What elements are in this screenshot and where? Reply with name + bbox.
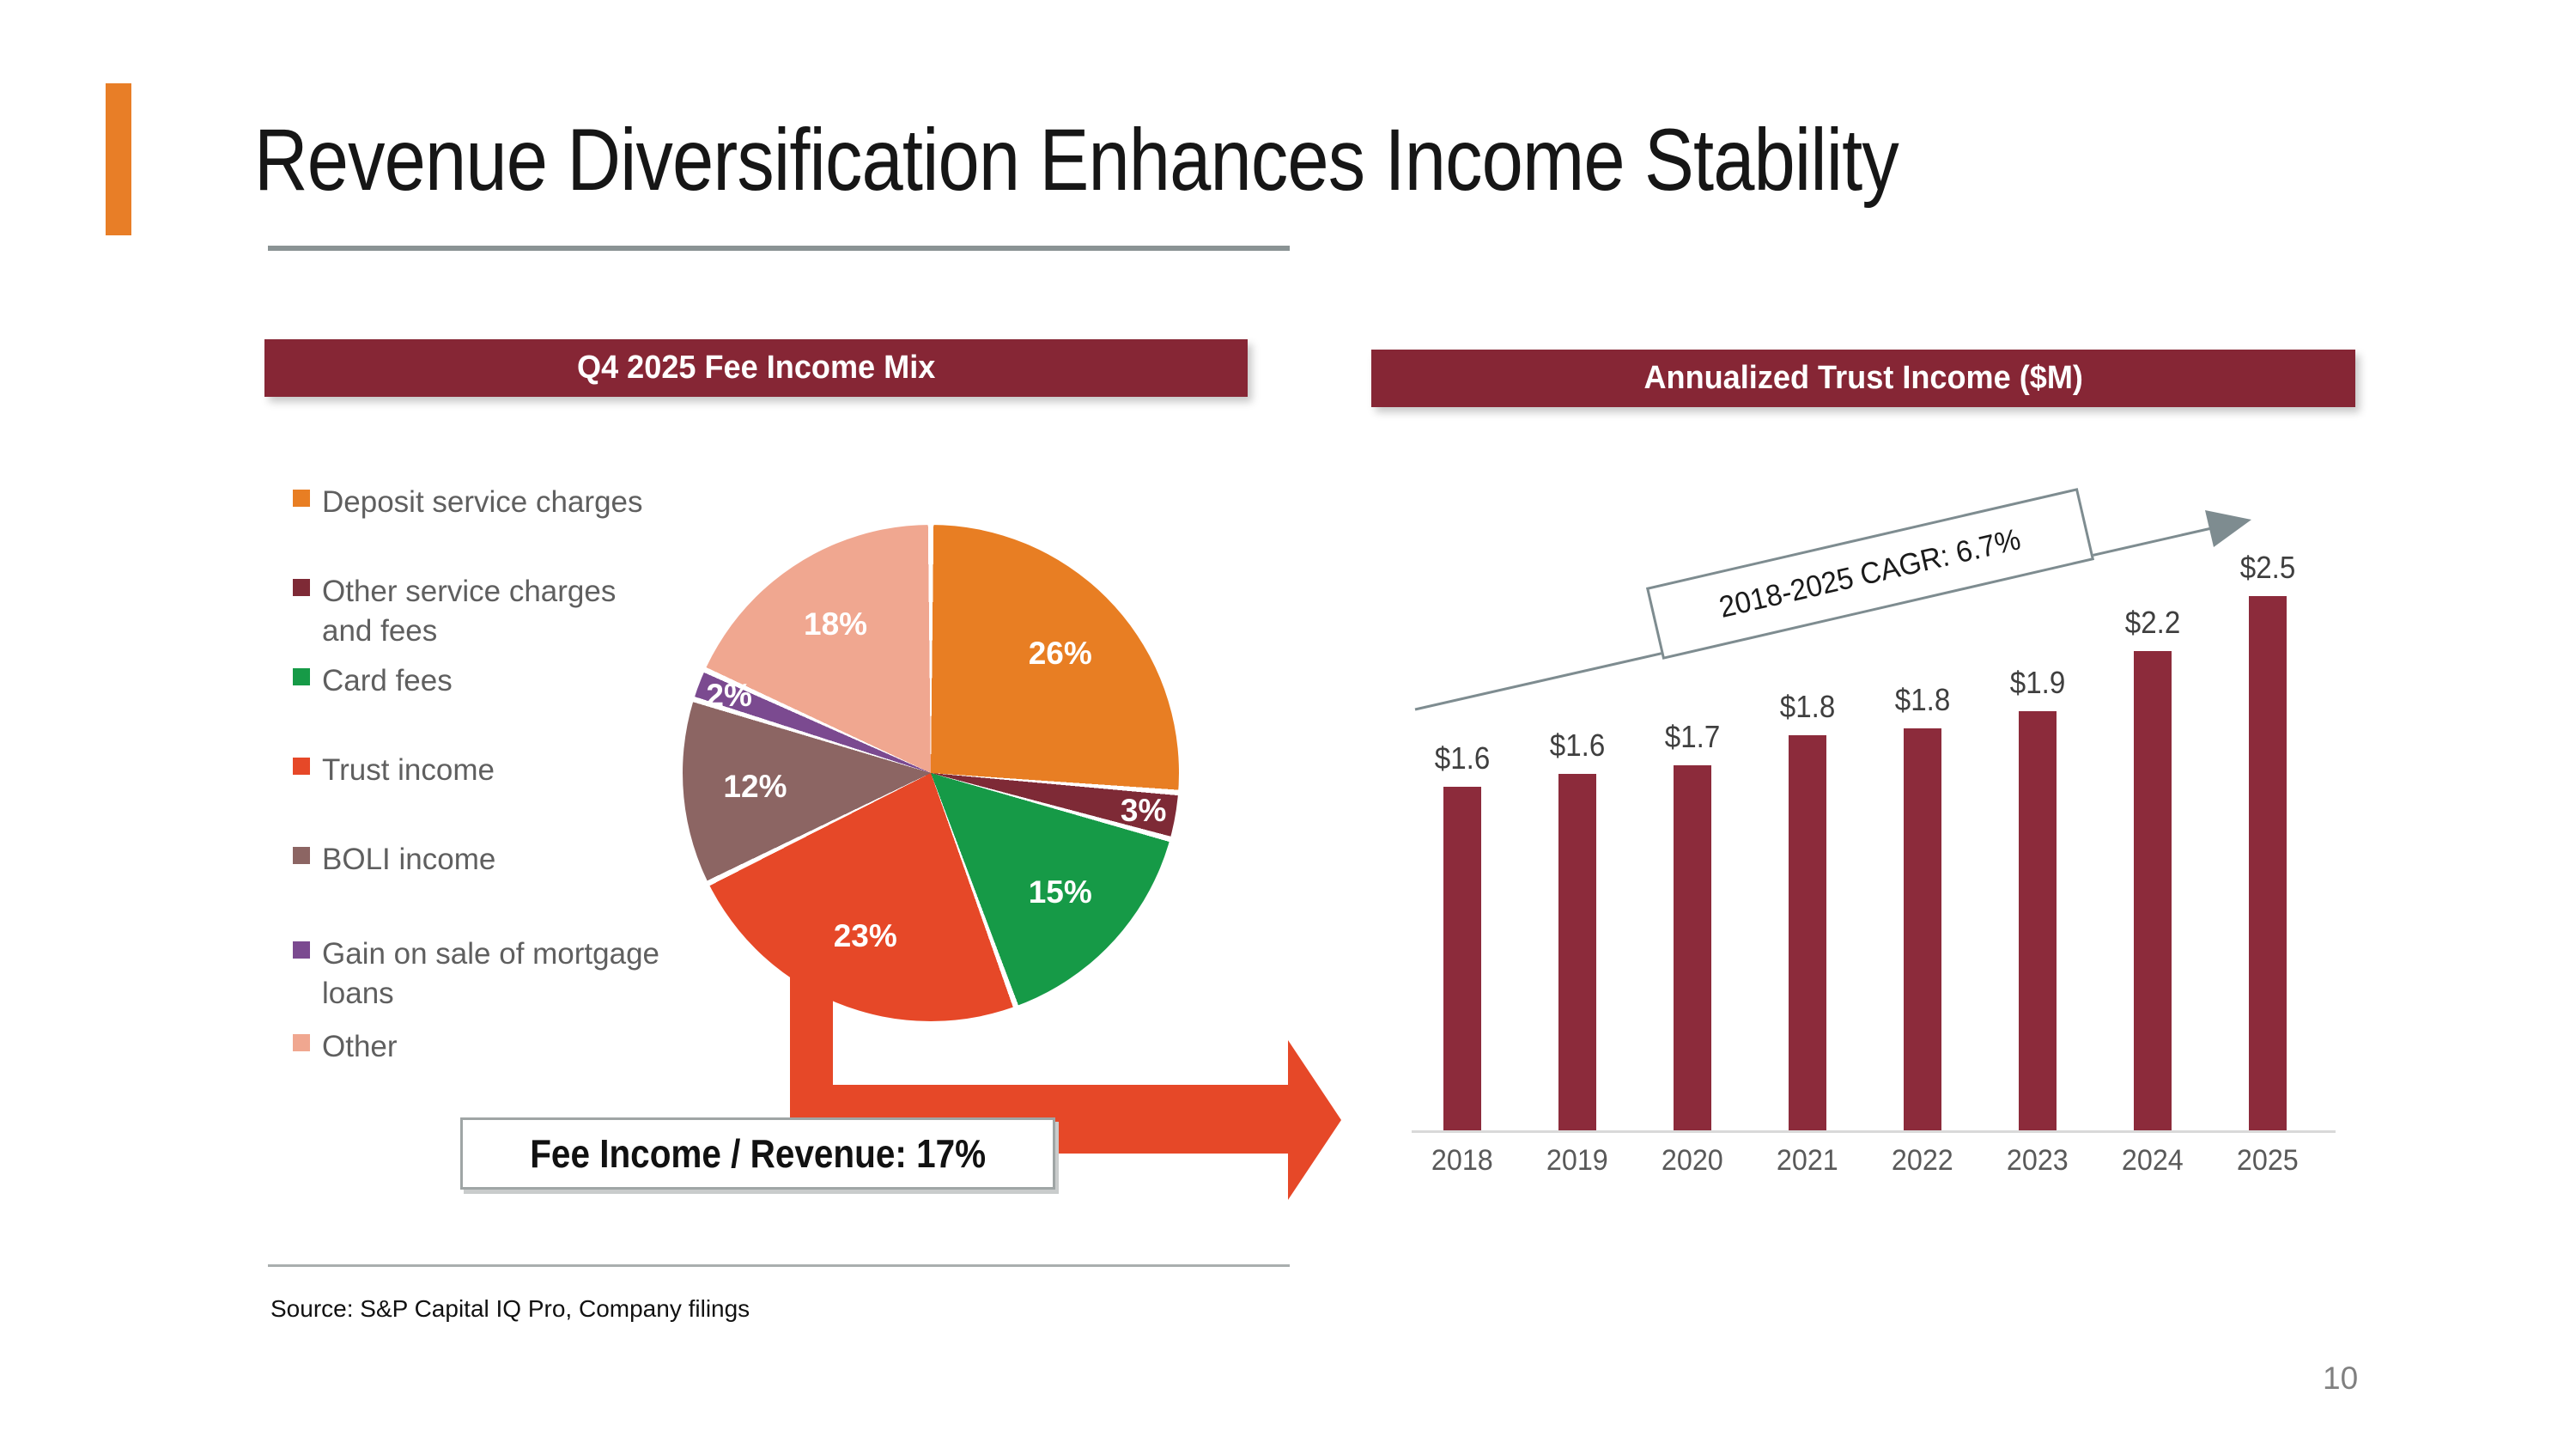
page-title-text: Revenue Diversification Enhances Income … xyxy=(254,111,1899,209)
pie-slice-label: 2% xyxy=(706,678,752,714)
bar-column: $1.6 xyxy=(1520,550,1635,1131)
legend-item: Deposit service charges xyxy=(293,483,671,522)
category-axis-label: 2021 xyxy=(1777,1144,1838,1177)
bar-value-label: $2.5 xyxy=(2239,550,2296,585)
legend-label: Other xyxy=(322,1030,398,1063)
bar-column: $1.6 xyxy=(1405,550,1520,1131)
fee-income-callout-text: Fee Income / Revenue: 17% xyxy=(530,1131,986,1176)
legend-label: Trust income xyxy=(322,753,495,787)
bar xyxy=(1674,765,1711,1131)
pie-slice-label: 12% xyxy=(723,769,787,805)
bar-chart-category-axis: 2018 2019 2020 2021 2022 2023 2024 2025 xyxy=(1405,1144,2325,1178)
bar xyxy=(1443,787,1481,1131)
legend-swatch-icon xyxy=(293,668,310,685)
bar xyxy=(1558,774,1596,1131)
legend-item: Trust income xyxy=(293,751,671,790)
legend-swatch-icon xyxy=(293,579,310,596)
legend-item: Other xyxy=(293,1027,671,1067)
category-axis-label: 2018 xyxy=(1431,1144,1493,1177)
pie-circle xyxy=(683,525,1179,1021)
pie-slice-label: 3% xyxy=(1120,792,1167,828)
cagr-trend-arrowhead-icon xyxy=(2205,510,2251,547)
bar xyxy=(2134,651,2172,1131)
bar-column: $2.2 xyxy=(2095,550,2210,1131)
bar-chart-baseline xyxy=(1412,1130,2336,1133)
fee-income-mix-header-text: Q4 2025 Fee Income Mix xyxy=(576,350,936,386)
pie-slice-label: 23% xyxy=(833,918,897,954)
bar-column: $1.9 xyxy=(1980,550,2095,1131)
bar xyxy=(1789,735,1826,1131)
legend-swatch-icon xyxy=(293,490,310,507)
legend-label: Card fees xyxy=(322,664,453,697)
bar xyxy=(1904,728,1941,1131)
bar-value-label: $1.6 xyxy=(1549,728,1606,763)
legend-label: BOLI income xyxy=(322,843,496,876)
legend-label: Gain on sale of mortgage loans xyxy=(322,937,660,1010)
legend-label: Deposit service charges xyxy=(322,485,643,519)
pie-slice-label: 18% xyxy=(804,606,868,642)
bar xyxy=(2249,596,2287,1131)
bar-value-label: $1.7 xyxy=(1664,719,1721,754)
legend-item: BOLI income xyxy=(293,840,671,880)
bar-column: $1.8 xyxy=(1750,550,1865,1131)
fee-income-pie-chart: 26% 3% 15% 23% 12% 2% 18% xyxy=(683,525,1179,1021)
accent-bar xyxy=(106,83,131,235)
pie-slice-label: 26% xyxy=(1028,635,1092,671)
bar-value-label: $1.9 xyxy=(2009,665,2066,700)
category-axis-label: 2020 xyxy=(1662,1144,1723,1177)
fee-income-mix-header: Q4 2025 Fee Income Mix xyxy=(264,339,1248,397)
legend-swatch-icon xyxy=(293,941,310,959)
legend-swatch-icon xyxy=(293,1034,310,1051)
legend-label: Other service charges and fees xyxy=(322,575,617,648)
legend-item: Gain on sale of mortgage loans xyxy=(293,935,671,1014)
bar-value-label: $1.8 xyxy=(1779,689,1836,724)
source-note: Source: S&P Capital IQ Pro, Company fili… xyxy=(270,1295,750,1322)
bar-value-label: $2.2 xyxy=(2124,605,2181,640)
bar-value-label: $1.8 xyxy=(1894,682,1951,717)
category-axis-label: 2019 xyxy=(1546,1144,1608,1177)
trust-income-bar-chart: $1.6 $1.6 $1.7 $1.8 $1.8 $1.9 $2.2 $2.5 xyxy=(1405,550,2325,1131)
category-axis-label: 2023 xyxy=(2007,1144,2069,1177)
bar xyxy=(2019,711,2057,1131)
legend-swatch-icon xyxy=(293,847,310,864)
bar-column: $2.5 xyxy=(2210,550,2325,1131)
footer-divider xyxy=(268,1264,1290,1267)
legend-item: Card fees xyxy=(293,661,671,701)
title-divider xyxy=(268,246,1290,251)
fee-income-callout: Fee Income / Revenue: 17% xyxy=(460,1117,1055,1190)
category-axis-label: 2024 xyxy=(2122,1144,2184,1177)
pie-slice-label: 15% xyxy=(1028,874,1092,910)
trust-income-header: Annualized Trust Income ($M) xyxy=(1371,350,2355,407)
legend-item: Other service charges and fees xyxy=(293,572,671,651)
category-axis-label: 2025 xyxy=(2237,1144,2299,1177)
page-number: 10 xyxy=(2323,1361,2359,1396)
bar-value-label: $1.6 xyxy=(1434,740,1491,776)
bar-column: $1.8 xyxy=(1865,550,1980,1131)
category-axis-label: 2022 xyxy=(1892,1144,1953,1177)
legend-swatch-icon xyxy=(293,758,310,775)
trust-income-header-text: Annualized Trust Income ($M) xyxy=(1643,360,2083,396)
bar-column: $1.7 xyxy=(1635,550,1750,1131)
page-title: Revenue Diversification Enhances Income … xyxy=(254,110,2189,210)
